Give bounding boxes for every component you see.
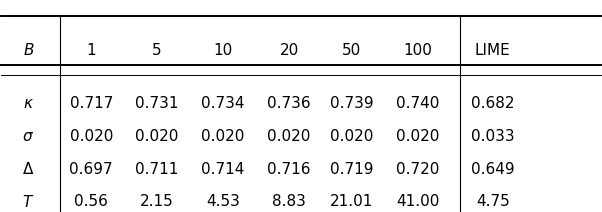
Text: $B$: $B$	[23, 42, 34, 59]
Text: 10: 10	[214, 43, 233, 58]
Text: 0.033: 0.033	[471, 129, 515, 144]
Text: 0.682: 0.682	[471, 96, 515, 111]
Text: 0.020: 0.020	[135, 129, 179, 144]
Text: 0.739: 0.739	[330, 96, 374, 111]
Text: 0.719: 0.719	[330, 162, 374, 177]
Text: $\kappa$: $\kappa$	[23, 96, 34, 111]
Text: $\sigma$: $\sigma$	[22, 129, 34, 144]
Text: $T$: $T$	[22, 194, 34, 210]
Text: 0.716: 0.716	[267, 162, 311, 177]
Text: 5: 5	[152, 43, 162, 58]
Text: 0.020: 0.020	[70, 129, 113, 144]
Text: $\Delta$: $\Delta$	[22, 161, 34, 177]
Text: 0.740: 0.740	[396, 96, 439, 111]
Text: 0.020: 0.020	[330, 129, 374, 144]
Text: 0.020: 0.020	[202, 129, 245, 144]
Text: 0.649: 0.649	[471, 162, 515, 177]
Text: LIME: LIME	[475, 43, 510, 58]
Text: 20: 20	[279, 43, 299, 58]
Text: 0.020: 0.020	[396, 129, 439, 144]
Text: 0.720: 0.720	[396, 162, 439, 177]
Text: 0.736: 0.736	[267, 96, 311, 111]
Text: 21.01: 21.01	[330, 194, 374, 209]
Text: 0.734: 0.734	[201, 96, 245, 111]
Text: 0.717: 0.717	[70, 96, 113, 111]
Text: 100: 100	[403, 43, 432, 58]
Text: 4.53: 4.53	[206, 194, 240, 209]
Text: 0.711: 0.711	[135, 162, 179, 177]
Text: 8.83: 8.83	[272, 194, 306, 209]
Text: 0.56: 0.56	[74, 194, 108, 209]
Text: 1: 1	[87, 43, 96, 58]
Text: 2.15: 2.15	[140, 194, 174, 209]
Text: 4.75: 4.75	[476, 194, 510, 209]
Text: 50: 50	[343, 43, 362, 58]
Text: 0.020: 0.020	[267, 129, 311, 144]
Text: 0.731: 0.731	[135, 96, 179, 111]
Text: 41.00: 41.00	[396, 194, 439, 209]
Text: 0.697: 0.697	[69, 162, 113, 177]
Text: 0.714: 0.714	[202, 162, 245, 177]
